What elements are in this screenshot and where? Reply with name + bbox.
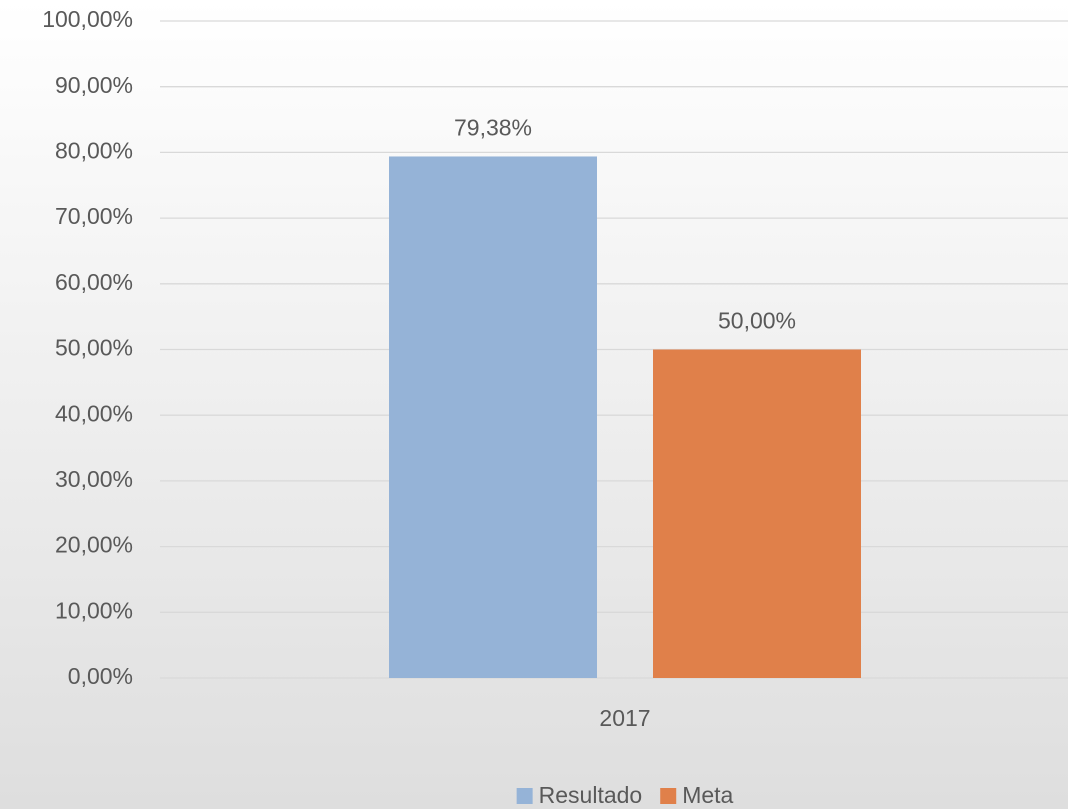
- legend-label: Meta: [682, 782, 733, 808]
- y-tick-label: 20,00%: [55, 532, 133, 558]
- bar: [389, 156, 597, 679]
- y-tick-label: 40,00%: [55, 400, 133, 426]
- legend-swatch: [516, 788, 533, 804]
- legend-swatch: [660, 788, 677, 804]
- data-label: 79,38%: [454, 115, 532, 141]
- y-tick-label: 60,00%: [55, 269, 133, 295]
- y-tick-label: 50,00%: [55, 335, 133, 361]
- bar: [653, 349, 861, 678]
- x-tick-label: 2017: [599, 705, 650, 731]
- y-tick-label: 70,00%: [55, 203, 133, 229]
- y-tick-label: 90,00%: [55, 72, 133, 98]
- y-tick-label: 30,00%: [55, 466, 133, 492]
- y-tick-label: 80,00%: [55, 137, 133, 163]
- y-tick-label: 0,00%: [68, 663, 133, 689]
- data-label: 50,00%: [718, 308, 796, 334]
- legend-label: Resultado: [539, 782, 643, 808]
- y-tick-label: 100,00%: [42, 6, 133, 32]
- y-tick-label: 10,00%: [55, 597, 133, 623]
